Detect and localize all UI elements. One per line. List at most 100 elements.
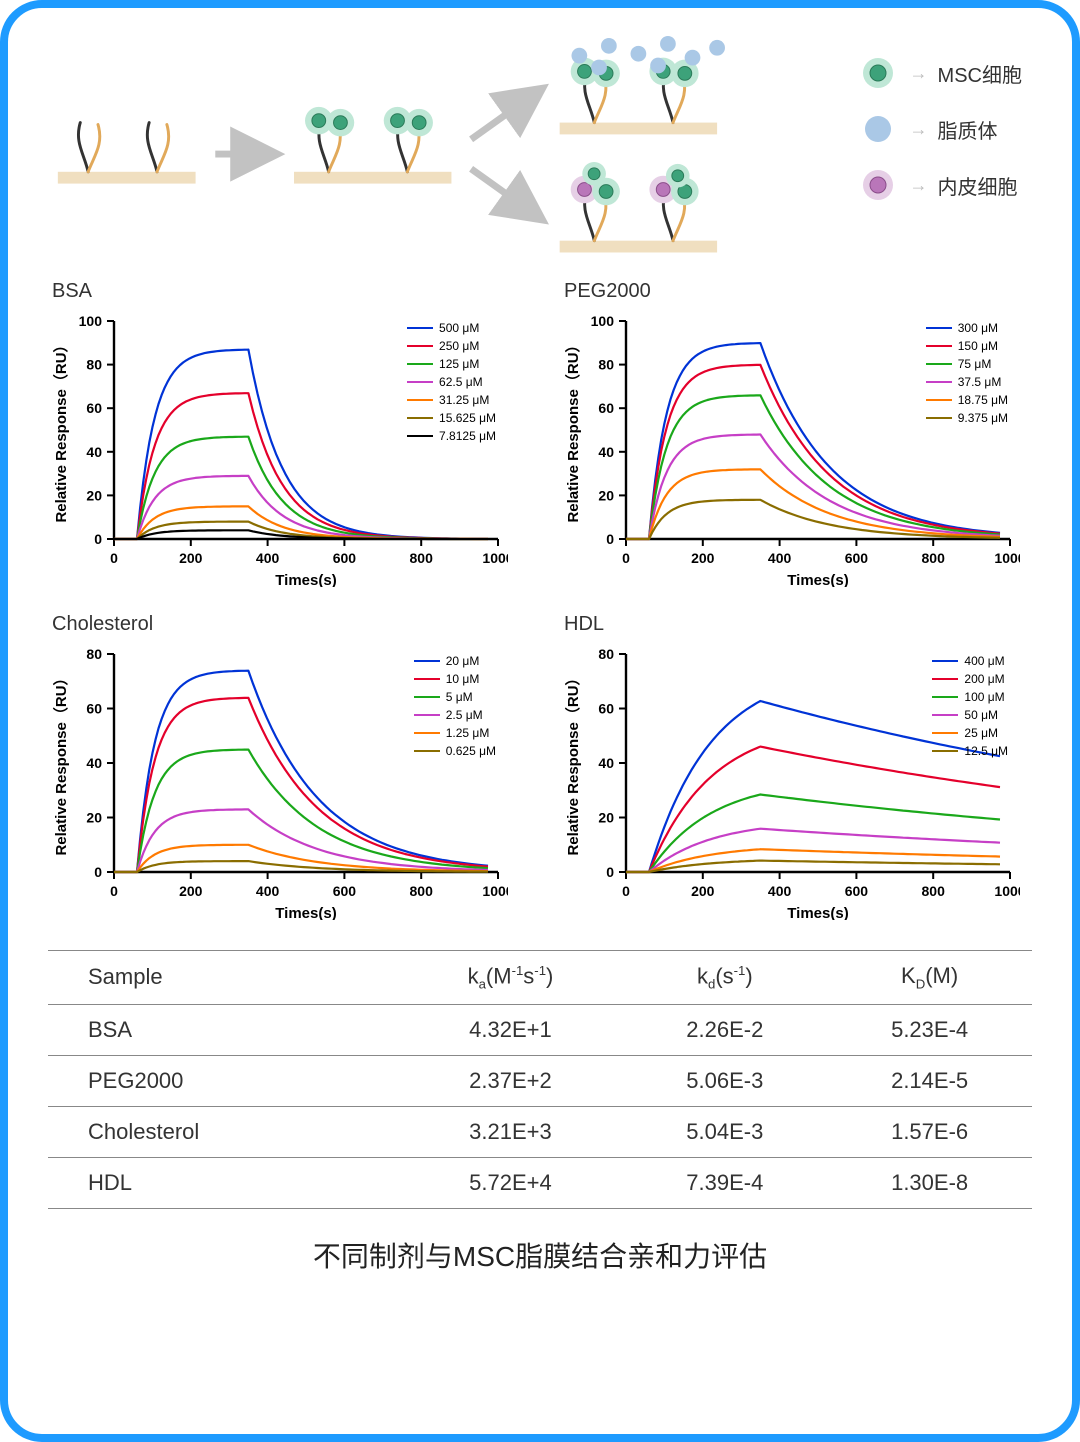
svg-text:600: 600 <box>333 550 357 566</box>
legend-item: 0.625 μM <box>414 742 496 760</box>
legend-item: 10 μM <box>414 670 496 688</box>
legend-item: 150 μM <box>926 337 1008 355</box>
legend-swatch <box>414 732 440 734</box>
legend-swatch <box>414 750 440 752</box>
legend-label: 37.5 μM <box>958 373 1002 391</box>
legend-swatch <box>932 732 958 734</box>
svg-text:600: 600 <box>845 883 869 899</box>
table-header: kd(s-1) <box>622 951 827 1005</box>
legend-item: 31.25 μM <box>407 391 496 409</box>
table-header: ka(M-1s-1) <box>398 951 622 1005</box>
svg-text:Relative Response（RU）: Relative Response（RU） <box>52 337 70 522</box>
svg-text:600: 600 <box>845 550 869 566</box>
charts-grid: BSA02040608010002004006008001000Times(s)… <box>48 280 1032 920</box>
svg-text:0: 0 <box>110 550 118 566</box>
schematic-legend: → MSC细胞 → 脂质体 → 内皮细胞 <box>856 56 1022 224</box>
svg-text:60: 60 <box>86 701 102 717</box>
svg-text:60: 60 <box>598 400 614 416</box>
legend-swatch <box>932 696 958 698</box>
legend-item: 12.5 μM <box>932 742 1008 760</box>
legend-swatch <box>407 327 433 329</box>
table-cell: PEG2000 <box>48 1055 398 1106</box>
table-cell: 5.04E-3 <box>622 1106 827 1157</box>
legend-label: 200 μM <box>964 670 1004 688</box>
svg-text:400: 400 <box>768 883 792 899</box>
chart-legend: 20 μM10 μM5 μM2.5 μM1.25 μM0.625 μM <box>414 652 496 760</box>
legend-row-endo: → 内皮细胞 <box>856 168 1022 202</box>
table-row: Cholesterol3.21E+35.04E-31.57E-6 <box>48 1106 1032 1157</box>
legend-swatch <box>926 327 952 329</box>
legend-item: 2.5 μM <box>414 706 496 724</box>
svg-text:0: 0 <box>94 531 102 547</box>
svg-text:800: 800 <box>922 550 946 566</box>
legend-item: 400 μM <box>932 652 1008 670</box>
chart-bsa: BSA02040608010002004006008001000Times(s)… <box>48 280 520 587</box>
svg-text:20: 20 <box>598 810 614 826</box>
svg-text:60: 60 <box>598 701 614 717</box>
chart-body: 02040608002004006008001000Times(s)Relati… <box>48 640 508 920</box>
chart-title: HDL <box>564 613 1032 636</box>
table-cell: 5.23E-4 <box>827 1004 1032 1055</box>
table-cell: Cholesterol <box>48 1106 398 1157</box>
legend-item: 75 μM <box>926 355 1008 373</box>
svg-text:0: 0 <box>110 883 118 899</box>
svg-text:200: 200 <box>691 883 715 899</box>
legend-swatch <box>926 363 952 365</box>
svg-text:0: 0 <box>606 531 614 547</box>
legend-label: 400 μM <box>964 652 1004 670</box>
table-cell: 2.37E+2 <box>398 1055 622 1106</box>
legend-item: 1.25 μM <box>414 724 496 742</box>
legend-label: 2.5 μM <box>446 706 483 724</box>
legend-label: 10 μM <box>446 670 480 688</box>
svg-text:200: 200 <box>691 550 715 566</box>
legend-label: 15.625 μM <box>439 409 496 427</box>
svg-text:80: 80 <box>598 357 614 373</box>
legend-item: 500 μM <box>407 319 496 337</box>
svg-text:Relative Response（RU）: Relative Response（RU） <box>52 670 70 855</box>
legend-item: 300 μM <box>926 319 1008 337</box>
legend-swatch <box>407 381 433 383</box>
chart-legend: 500 μM250 μM125 μM62.5 μM31.25 μM15.625 … <box>407 319 496 445</box>
legend-swatch <box>932 714 958 716</box>
chart-hdl: HDL02040608002004006008001000Times(s)Rel… <box>560 613 1032 920</box>
svg-text:400: 400 <box>768 550 792 566</box>
legend-swatch <box>932 678 958 680</box>
svg-text:1000: 1000 <box>994 550 1020 566</box>
legend-label: 125 μM <box>439 355 479 373</box>
legend-row-lipo: → 脂质体 <box>856 112 1022 146</box>
table-cell: 7.39E-4 <box>622 1157 827 1208</box>
svg-text:0: 0 <box>622 883 630 899</box>
legend-item: 15.625 μM <box>407 409 496 427</box>
svg-text:20: 20 <box>86 810 102 826</box>
chart-body: 02040608010002004006008001000Times(s)Rel… <box>48 307 508 587</box>
legend-item: 20 μM <box>414 652 496 670</box>
table-cell: 1.30E-8 <box>827 1157 1032 1208</box>
svg-text:600: 600 <box>333 883 357 899</box>
legend-swatch <box>407 417 433 419</box>
table-header: Sample <box>48 951 398 1005</box>
legend-item: 50 μM <box>932 706 1008 724</box>
legend-swatch <box>414 660 440 662</box>
legend-item: 25 μM <box>932 724 1008 742</box>
legend-item: 18.75 μM <box>926 391 1008 409</box>
svg-text:800: 800 <box>922 883 946 899</box>
legend-arrow-icon: → <box>910 175 928 196</box>
table-cell: 5.72E+4 <box>398 1157 622 1208</box>
svg-text:1000: 1000 <box>994 883 1020 899</box>
svg-text:800: 800 <box>410 883 434 899</box>
legend-label: 100 μM <box>964 688 1004 706</box>
svg-text:Times(s): Times(s) <box>787 572 848 587</box>
chart-title: Cholesterol <box>52 613 520 636</box>
schematic-diagram: → MSC细胞 → 脂质体 → 内皮细胞 <box>48 36 1032 276</box>
svg-text:20: 20 <box>86 487 102 503</box>
legend-label: 25 μM <box>964 724 998 742</box>
svg-text:0: 0 <box>622 550 630 566</box>
svg-text:20: 20 <box>598 487 614 503</box>
legend-label: 0.625 μM <box>446 742 496 760</box>
legend-swatch <box>926 381 952 383</box>
chart-body: 02040608010002004006008001000Times(s)Rel… <box>560 307 1020 587</box>
table-header: KD(M) <box>827 951 1032 1005</box>
table-cell: 1.57E-6 <box>827 1106 1032 1157</box>
table-cell: HDL <box>48 1157 398 1208</box>
legend-arrow-icon: → <box>910 119 928 140</box>
